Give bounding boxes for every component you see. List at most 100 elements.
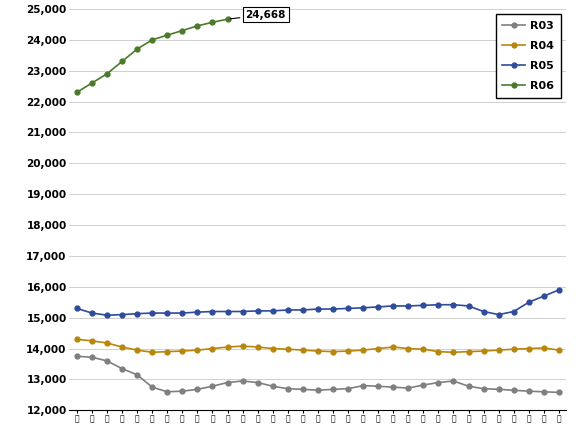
- R03: [194, 387, 201, 392]
- R03: [239, 378, 246, 384]
- Line: R05: R05: [75, 288, 561, 318]
- R03: [224, 380, 231, 385]
- R03: [360, 383, 366, 388]
- R05: [360, 305, 366, 310]
- R06: [73, 90, 80, 95]
- R05: [209, 309, 216, 314]
- R05: [118, 312, 125, 317]
- R06: [224, 17, 231, 22]
- R04: [555, 347, 562, 353]
- R05: [420, 303, 427, 308]
- R03: [329, 387, 336, 392]
- R05: [134, 311, 140, 316]
- R05: [329, 306, 336, 312]
- R05: [149, 310, 155, 316]
- R04: [239, 343, 246, 349]
- R03: [540, 389, 547, 394]
- R03: [420, 382, 427, 388]
- R04: [88, 338, 95, 343]
- R03: [480, 386, 487, 392]
- R04: [390, 344, 397, 350]
- R03: [284, 386, 291, 392]
- R03: [495, 387, 502, 392]
- R05: [344, 306, 351, 311]
- R05: [540, 293, 547, 299]
- R04: [73, 337, 80, 342]
- R06: [134, 46, 140, 52]
- R03: [435, 380, 442, 385]
- R06: [88, 80, 95, 86]
- R05: [269, 308, 276, 314]
- R05: [555, 287, 562, 293]
- R03: [73, 354, 80, 359]
- R03: [314, 388, 321, 393]
- R05: [480, 309, 487, 314]
- R03: [405, 385, 412, 391]
- R04: [179, 348, 186, 354]
- R05: [284, 307, 291, 313]
- R03: [344, 386, 351, 392]
- R06: [209, 20, 216, 25]
- R06: [164, 33, 171, 38]
- R04: [269, 346, 276, 351]
- R04: [194, 347, 201, 353]
- R04: [495, 347, 502, 353]
- R05: [299, 307, 306, 313]
- R03: [88, 355, 95, 360]
- R05: [314, 306, 321, 312]
- R05: [525, 300, 532, 305]
- Line: R06: R06: [75, 17, 230, 95]
- R04: [329, 349, 336, 354]
- R04: [254, 344, 261, 350]
- R06: [103, 71, 110, 76]
- R03: [375, 384, 381, 389]
- R05: [390, 303, 397, 309]
- R03: [269, 384, 276, 389]
- R04: [209, 346, 216, 351]
- R06: [118, 59, 125, 64]
- R04: [314, 348, 321, 354]
- R04: [134, 347, 140, 353]
- R03: [164, 389, 171, 394]
- R05: [450, 302, 457, 307]
- R04: [435, 349, 442, 354]
- R03: [555, 390, 562, 395]
- R05: [254, 308, 261, 314]
- R04: [103, 340, 110, 346]
- R03: [390, 384, 397, 390]
- R03: [134, 372, 140, 377]
- R03: [465, 384, 472, 389]
- R04: [510, 347, 517, 352]
- R04: [344, 348, 351, 354]
- R03: [510, 388, 517, 393]
- R03: [299, 387, 306, 392]
- R05: [73, 306, 80, 311]
- R05: [239, 309, 246, 314]
- R05: [510, 309, 517, 314]
- Text: 24,668: 24,668: [230, 10, 286, 20]
- R04: [420, 347, 427, 352]
- R03: [103, 358, 110, 363]
- R05: [224, 309, 231, 314]
- R03: [254, 380, 261, 385]
- R04: [450, 350, 457, 355]
- Legend: R03, R04, R05, R06: R03, R04, R05, R06: [496, 14, 561, 98]
- Line: R04: R04: [75, 337, 561, 355]
- R05: [465, 303, 472, 309]
- R06: [194, 23, 201, 29]
- R03: [209, 384, 216, 389]
- R03: [450, 378, 457, 384]
- R05: [164, 310, 171, 316]
- R03: [149, 384, 155, 390]
- R04: [540, 345, 547, 351]
- R04: [525, 346, 532, 351]
- R05: [194, 310, 201, 315]
- R04: [405, 346, 412, 351]
- R03: [525, 388, 532, 394]
- R05: [405, 303, 412, 309]
- R04: [224, 344, 231, 350]
- R04: [465, 349, 472, 354]
- R04: [164, 349, 171, 354]
- R04: [375, 346, 381, 351]
- R05: [103, 313, 110, 318]
